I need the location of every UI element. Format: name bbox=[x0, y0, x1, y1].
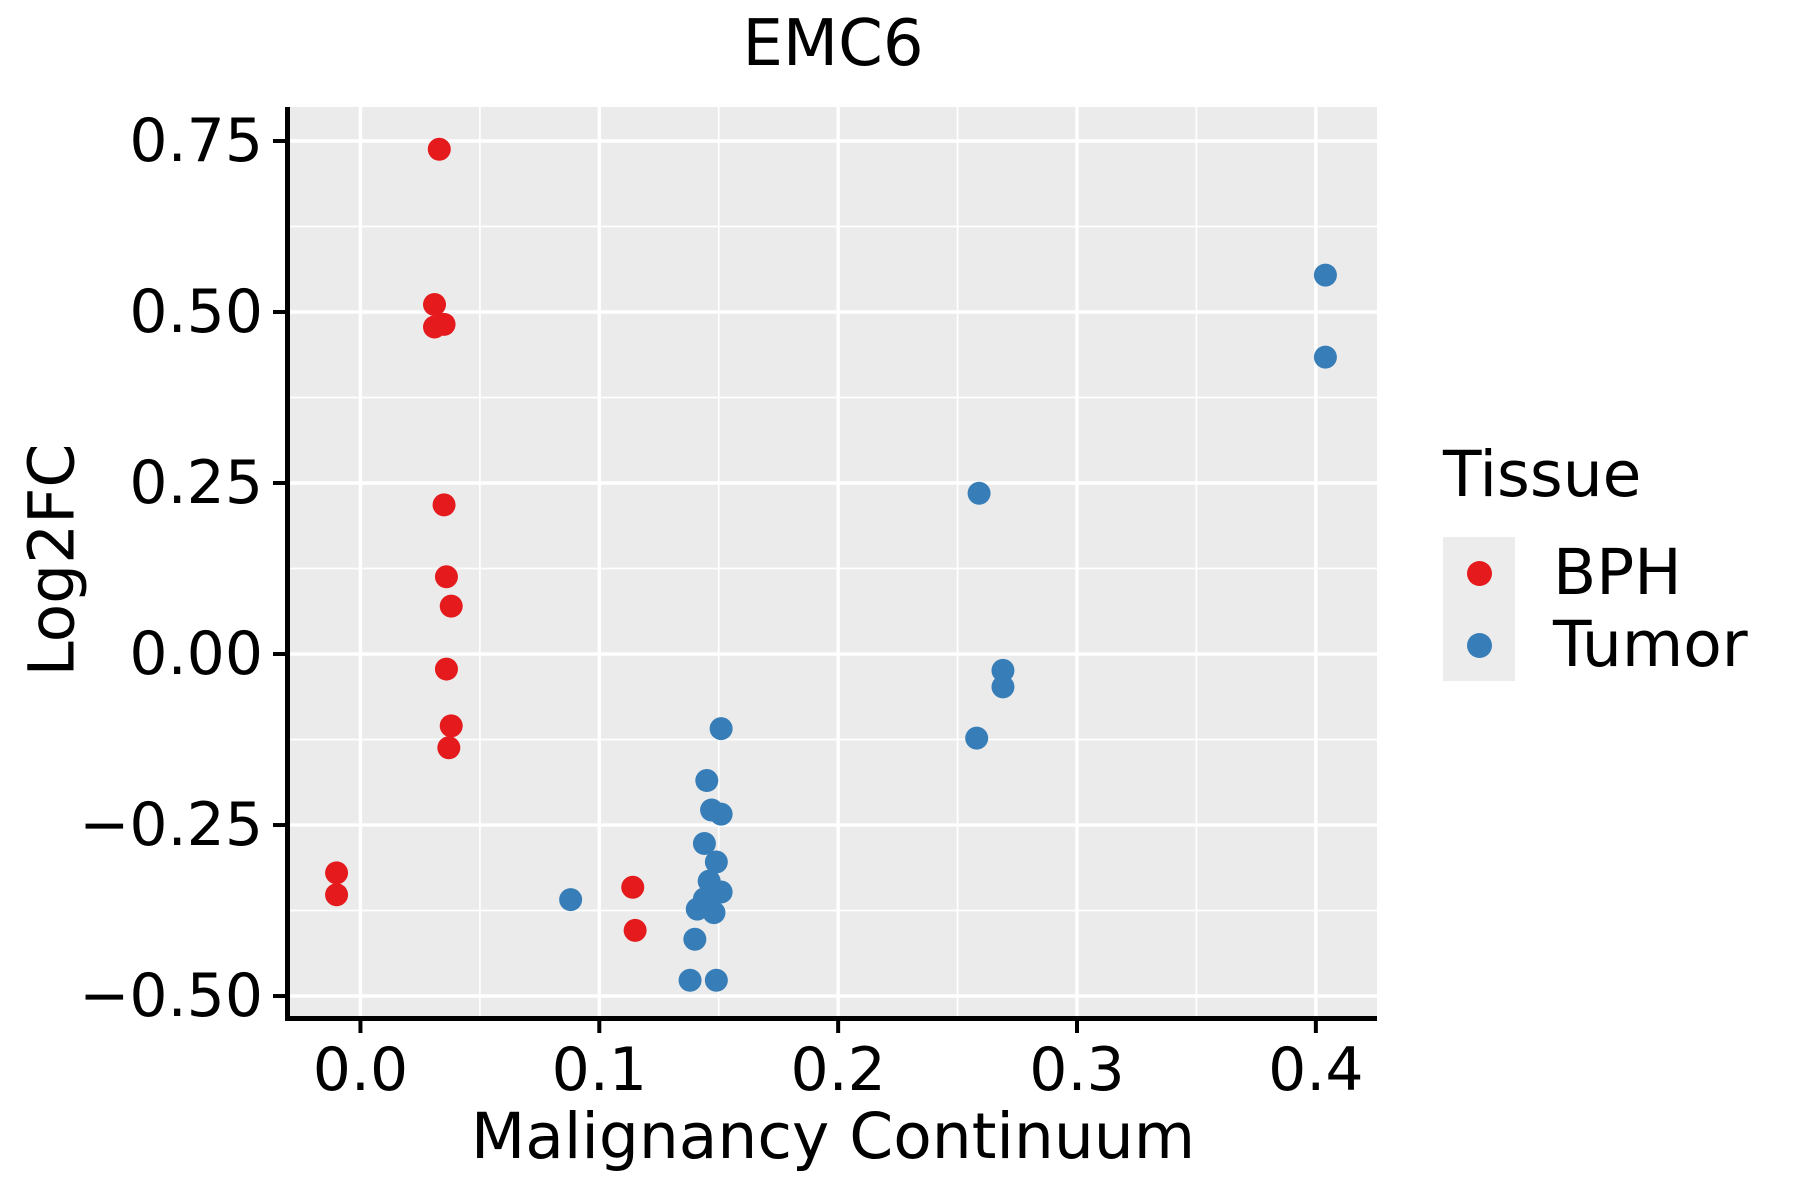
data-point-tumor bbox=[991, 675, 1015, 699]
data-point-bph bbox=[434, 565, 458, 589]
legend-key bbox=[1443, 537, 1515, 610]
data-point-tumor bbox=[702, 901, 726, 925]
data-point-bph bbox=[437, 736, 461, 760]
data-point-bph bbox=[325, 883, 349, 907]
y-tick-label: 0.25 bbox=[129, 448, 263, 518]
x-tick-label: 0.0 bbox=[312, 1035, 409, 1105]
data-point-tumor bbox=[695, 769, 719, 793]
x-tick-label: 0.4 bbox=[1268, 1035, 1364, 1105]
x-tick-label: 0.2 bbox=[790, 1035, 886, 1105]
legend-item-label: BPH bbox=[1553, 536, 1682, 610]
legend-title: Tissue bbox=[1443, 438, 1642, 511]
data-point-bph bbox=[439, 714, 463, 738]
legend-dot-icon bbox=[1466, 560, 1492, 586]
data-point-tumor bbox=[683, 927, 707, 951]
x-tick-label: 0.1 bbox=[551, 1035, 647, 1105]
data-point-tumor bbox=[559, 888, 583, 912]
data-point-tumor bbox=[709, 802, 733, 826]
data-point-tumor bbox=[709, 717, 733, 741]
data-point-bph bbox=[432, 493, 456, 517]
data-point-bph bbox=[439, 594, 463, 618]
data-point-bph bbox=[432, 312, 456, 336]
y-tick-label: −0.25 bbox=[79, 790, 263, 861]
data-point-tumor bbox=[678, 968, 702, 992]
data-point-tumor bbox=[692, 831, 716, 855]
data-point-tumor bbox=[967, 481, 991, 505]
legend-key bbox=[1443, 609, 1515, 682]
legend-item-label: Tumor bbox=[1553, 608, 1748, 682]
data-point-bph bbox=[623, 918, 647, 942]
y-tick-label: 0.75 bbox=[129, 105, 263, 176]
data-point-tumor bbox=[704, 968, 728, 992]
legend: Tissue BPH Tumor bbox=[1443, 438, 1748, 682]
data-point-tumor bbox=[1313, 263, 1337, 287]
data-point-tumor bbox=[965, 726, 989, 750]
data-point-bph bbox=[434, 657, 458, 681]
plot-panel bbox=[290, 107, 1377, 1016]
data-point-bph bbox=[621, 875, 645, 899]
x-tick-label: 0.3 bbox=[1029, 1035, 1125, 1105]
data-point-tumor bbox=[704, 850, 728, 874]
y-tick-label: 0.50 bbox=[129, 277, 263, 347]
data-point-tumor bbox=[991, 658, 1015, 682]
legend-item-tumor: Tumor bbox=[1443, 608, 1748, 682]
data-point-bph bbox=[325, 861, 349, 885]
chart-title: EMC6 bbox=[742, 7, 924, 81]
x-axis-title: Malignancy Continuum bbox=[470, 1100, 1196, 1173]
legend-items: BPH Tumor bbox=[1443, 536, 1748, 682]
y-tick-label: −0.50 bbox=[79, 961, 263, 1032]
data-point-bph bbox=[427, 137, 451, 161]
y-tick-label: 0.00 bbox=[129, 619, 263, 689]
data-point-tumor bbox=[1313, 345, 1337, 369]
legend-item-bph: BPH bbox=[1443, 536, 1748, 610]
legend-dot-icon bbox=[1466, 632, 1492, 658]
data-point-bph bbox=[423, 292, 447, 316]
